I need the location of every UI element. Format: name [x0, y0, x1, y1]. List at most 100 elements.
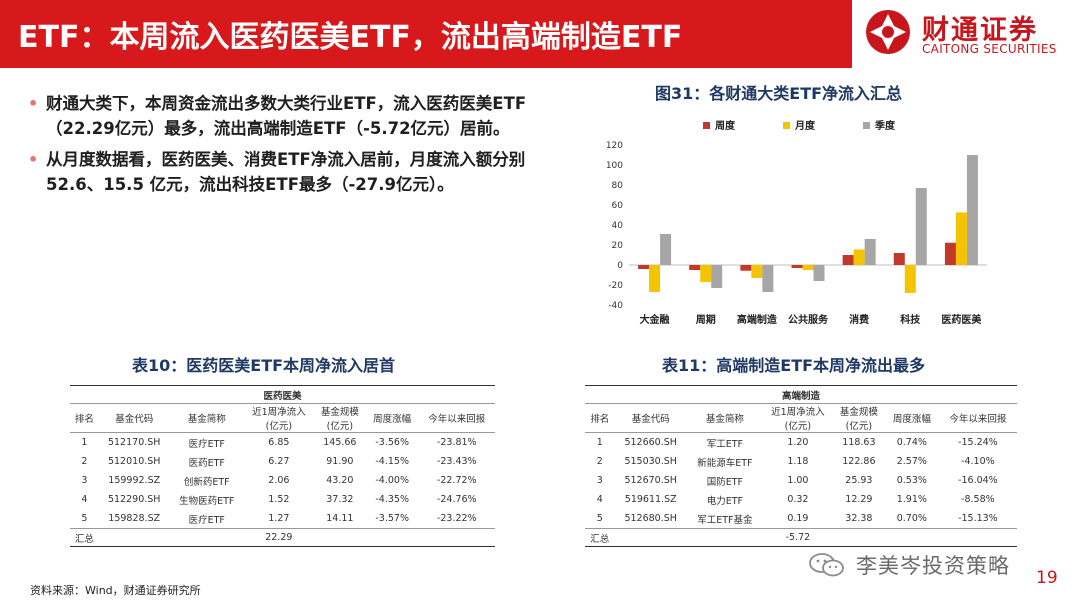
table-row: 5 512680.SH 军工ETF基金 0.19 32.38 0.70% -15.13% [585, 509, 1017, 529]
legend-label: 周度 [715, 119, 736, 132]
table-row: 4 512290.SH 生物医药ETF 1.52 37.32 -4.35% -24.76% [70, 490, 495, 509]
table-cell: 5 [81, 513, 88, 524]
table-cell: 国防ETF [706, 476, 744, 488]
y-tick-label: -20 [608, 281, 623, 291]
table-row: 5 159828.SZ 医疗ETF 1.27 14.11 -3.57% -23.22% [70, 509, 495, 529]
table-column-header: 近1周净流入(亿元) [243, 403, 314, 433]
table-cell: -16.04% [958, 475, 998, 486]
x-category-label: 公共服务 [788, 313, 829, 326]
table-cell: 14.11 [326, 513, 354, 524]
bar-季度-医药医美 [966, 155, 978, 265]
table-cell: 医药ETF [188, 457, 225, 469]
table-cell: 118.63 [842, 437, 876, 448]
bullet-dot-icon: • [28, 94, 39, 113]
y-tick-label: 20 [612, 241, 624, 251]
table-row: 2 512010.SH 医药ETF 6.27 91.90 -4.15% -23.43% [70, 452, 495, 471]
logo-text-cn: 财通证券 [922, 15, 1038, 46]
table-cell: 145.66 [323, 437, 357, 448]
bar-月度-大金融 [649, 265, 661, 292]
table-column-header: 周度涨幅 [365, 403, 419, 433]
bullet-item: • 从月度数据看，医药医美、消费ETF净流入居前，月度流入额分别52.6、15.… [28, 148, 533, 197]
chart-title: 图31：各财通大类ETF净流入汇总 [655, 84, 903, 103]
bar-周度-高端制造 [740, 265, 752, 271]
table-cell: 1.18 [787, 456, 809, 467]
table-cell: 军工ETF基金 [697, 514, 753, 526]
table-cell: -22.72% [436, 475, 477, 486]
legend-label: 季度 [874, 119, 896, 132]
table-cell [98, 528, 170, 547]
table-cell: 4 [596, 494, 603, 505]
table-cell: -4.35% [375, 494, 409, 505]
wechat-icon [809, 553, 844, 577]
table-cell: -4.15% [375, 456, 409, 467]
bar-月度-高端制造 [751, 265, 763, 278]
table-cell [832, 528, 885, 547]
bar-季度-科技 [915, 188, 927, 265]
table-cell: -4.10% [961, 456, 995, 467]
table-cell: 6.85 [268, 437, 290, 448]
table-cell: 37.32 [326, 494, 354, 505]
x-category-label: 大金融 [640, 313, 670, 326]
table-summary-row: 汇总 22.29 [70, 528, 495, 547]
summary-value: 22.29 [243, 528, 314, 547]
table-cell: 519611.SZ [624, 494, 677, 505]
x-category-label: 医药医美 [941, 313, 982, 326]
table-group-header: 高端制造 [585, 385, 1017, 404]
table-cell [686, 528, 763, 547]
logo-text-en: CAITONG SECURITIES [922, 42, 1057, 56]
table-column-header: 基金代码 [614, 403, 687, 433]
table-column-header: 基金简称 [169, 403, 244, 433]
table-column-header: 今年以来回报 [418, 403, 495, 433]
legend-label: 月度 [794, 119, 816, 132]
table-cell: 512670.SH [624, 475, 677, 486]
table-cell: 1.20 [787, 437, 809, 448]
x-category-label: 高端制造 [737, 313, 778, 326]
table-cell: -3.56% [375, 437, 409, 448]
table-cell: -15.13% [958, 513, 998, 524]
y-tick-label: 0 [617, 261, 623, 271]
table-cell: 3 [81, 475, 88, 486]
x-category-label: 消费 [849, 313, 869, 326]
table-cell: 创新药ETF [183, 476, 230, 488]
table-cell: -23.81% [436, 437, 477, 448]
table11: 高端制造 排名 基金代码 基金简称 近1周净流入(亿元) 基金规模(亿元) 周度涨幅 今年以来… [585, 385, 1017, 547]
table-cell: 512290.SH [107, 494, 161, 505]
logo: 财通证券 CAITONG SECURITIES [852, 0, 1080, 68]
table-column-header: 排名 [70, 403, 99, 433]
bar-月度-公共服务 [802, 265, 814, 270]
table-cell: 1 [596, 437, 603, 448]
table-cell: 1.00 [787, 475, 809, 486]
table-cell: -8.58% [961, 494, 995, 505]
table-cell: 1.27 [268, 513, 290, 524]
table-cell: 515030.SH [624, 456, 677, 467]
table-column-header: 基金代码 [98, 403, 170, 433]
table-column-header: 今年以来回报 [938, 403, 1017, 433]
bar-月度-消费 [853, 249, 865, 265]
table-cell: -4.00% [375, 475, 409, 486]
bar-月度-周期 [700, 265, 712, 282]
table-column-header: 周度涨幅 [884, 403, 939, 433]
table-cell: 1 [81, 437, 88, 448]
table-cell: 32.38 [845, 513, 873, 524]
bar-季度-消费 [864, 239, 876, 265]
legend-swatch [783, 122, 790, 129]
y-tick-label: 100 [606, 161, 623, 171]
wechat-account-name: 李美岑投资策略 [856, 554, 1010, 578]
table-cell: 12.29 [845, 494, 873, 505]
bar-周度-科技 [893, 253, 905, 265]
table-cell: -24.76% [436, 494, 477, 505]
table-cell: 2 [81, 456, 88, 467]
table10-title: 表10：医药医美ETF本周净流入居首 [132, 356, 396, 375]
table-cell: -15.24% [958, 437, 998, 448]
source-note: 资料来源：Wind，财通证券研究所 [30, 584, 201, 597]
table-row: 1 512170.SH 医疗ETF 6.85 145.66 -3.56% -23.81% [70, 433, 495, 453]
bar-周度-大金融 [638, 265, 650, 269]
y-tick-label: -40 [608, 301, 623, 311]
table-column-header: 基金简称 [686, 403, 763, 433]
table-column-header: 近1周净流入(亿元) [762, 403, 833, 433]
table-cell: 2.57% [896, 456, 927, 467]
table-cell: 新能源车ETF [697, 457, 753, 469]
summary-value: -5.72 [762, 528, 833, 547]
bar-周度-消费 [842, 255, 854, 265]
y-tick-label: 40 [612, 221, 624, 231]
